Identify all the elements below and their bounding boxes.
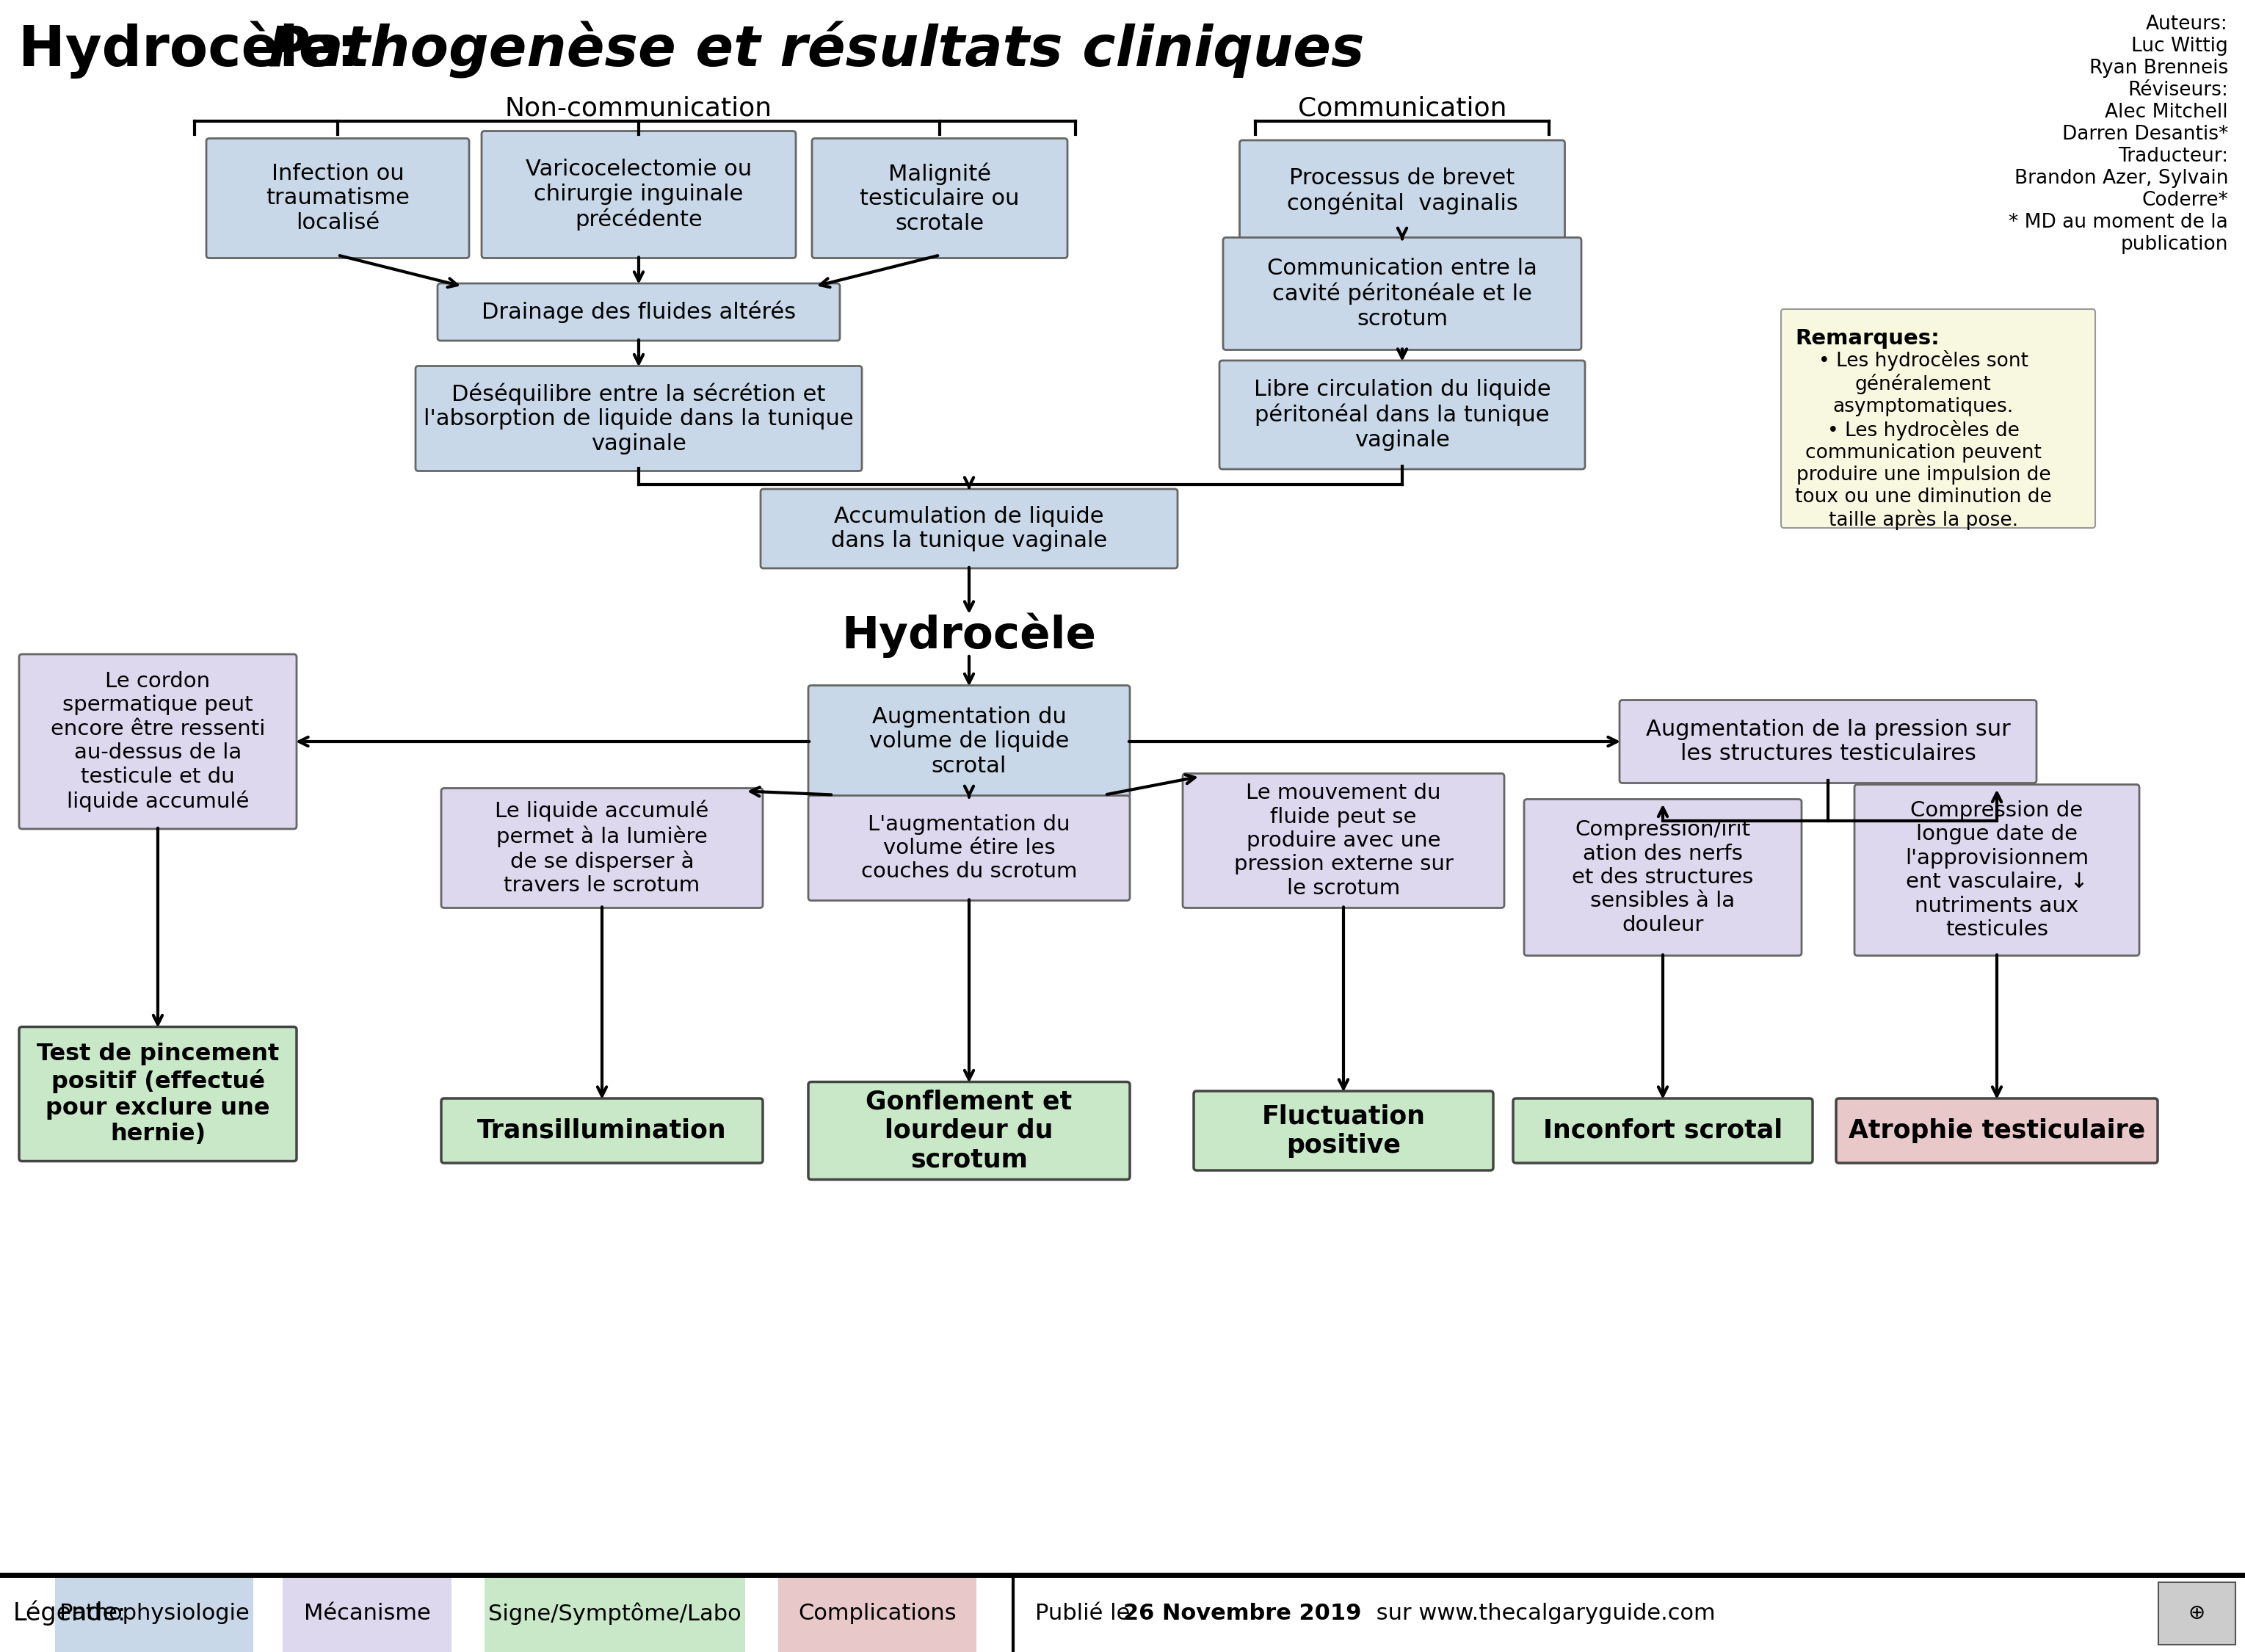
- Text: Varicocelectomie ou
chirurgie inguinale
précédente: Varicocelectomie ou chirurgie inguinale …: [525, 159, 752, 231]
- FancyBboxPatch shape: [1239, 140, 1565, 241]
- FancyBboxPatch shape: [1183, 773, 1504, 909]
- Text: Communication entre la
cavité péritonéale et le
scrotum: Communication entre la cavité péritonéal…: [1266, 258, 1538, 330]
- Text: Hydrocèle:: Hydrocèle:: [18, 21, 379, 79]
- FancyBboxPatch shape: [56, 1574, 254, 1652]
- FancyBboxPatch shape: [1219, 360, 1585, 469]
- FancyBboxPatch shape: [485, 1574, 745, 1652]
- FancyBboxPatch shape: [1513, 1099, 1812, 1163]
- FancyBboxPatch shape: [415, 367, 862, 471]
- Text: sur www.thecalgaryguide.com: sur www.thecalgaryguide.com: [1369, 1602, 1715, 1624]
- Text: Légende:: Légende:: [13, 1601, 126, 1626]
- Text: Pathophysiologie: Pathophysiologie: [58, 1602, 249, 1624]
- FancyBboxPatch shape: [207, 139, 469, 258]
- Text: Auteurs:
Luc Wittig
Ryan Brenneis
Réviseurs:
Alec Mitchell
Darren Desantis*
Trad: Auteurs: Luc Wittig Ryan Brenneis Révise…: [2009, 15, 2227, 254]
- FancyBboxPatch shape: [808, 1082, 1129, 1180]
- FancyBboxPatch shape: [808, 686, 1129, 798]
- FancyBboxPatch shape: [1619, 700, 2036, 783]
- FancyBboxPatch shape: [808, 796, 1129, 900]
- Text: Déséquilibre entre la sécrétion et
l'absorption de liquide dans la tunique
vagin: Déséquilibre entre la sécrétion et l'abs…: [424, 383, 853, 454]
- Text: Compression/irit
ation des nerfs
et des structures
sensibles à la
douleur: Compression/irit ation des nerfs et des …: [1572, 819, 1753, 935]
- Text: ⊕: ⊕: [2189, 1602, 2205, 1624]
- FancyBboxPatch shape: [20, 1028, 296, 1161]
- FancyBboxPatch shape: [761, 489, 1179, 568]
- Text: Fluctuation
positive: Fluctuation positive: [1262, 1104, 1426, 1158]
- FancyBboxPatch shape: [1224, 238, 1580, 350]
- Text: Processus de brevet
congénital  vaginalis: Processus de brevet congénital vaginalis: [1286, 167, 1518, 215]
- FancyBboxPatch shape: [438, 284, 840, 340]
- Text: Augmentation de la pression sur
les structures testiculaires: Augmentation de la pression sur les stru…: [1646, 719, 2009, 765]
- Text: Remarques:: Remarques:: [1796, 329, 1940, 349]
- FancyBboxPatch shape: [1524, 800, 1800, 955]
- Text: Infection ou
traumatisme
localisé: Infection ou traumatisme localisé: [265, 164, 409, 233]
- Text: Le cordon
spermatique peut
encore être ressenti
au-dessus de la
testicule et du
: Le cordon spermatique peut encore être r…: [52, 671, 265, 813]
- FancyBboxPatch shape: [283, 1574, 451, 1652]
- Text: Mécanisme: Mécanisme: [303, 1602, 431, 1624]
- Text: Le mouvement du
fluide peut se
produire avec une
pression externe sur
le scrotum: Le mouvement du fluide peut se produire …: [1235, 783, 1453, 899]
- Text: Compression de
longue date de
l'approvisionnem
ent vasculaire, ↓
nutriments aux
: Compression de longue date de l'approvis…: [1906, 800, 2088, 940]
- FancyBboxPatch shape: [1780, 309, 2095, 529]
- FancyBboxPatch shape: [483, 131, 795, 258]
- Text: Signe/Symptôme/Labo: Signe/Symptôme/Labo: [489, 1602, 741, 1624]
- FancyBboxPatch shape: [1854, 785, 2139, 955]
- Text: Le liquide accumulé
permet à la lumière
de se disperser à
travers le scrotum: Le liquide accumulé permet à la lumière …: [496, 800, 709, 895]
- FancyBboxPatch shape: [1836, 1099, 2157, 1163]
- FancyBboxPatch shape: [779, 1574, 977, 1652]
- Text: Libre circulation du liquide
péritonéal dans la tunique
vaginale: Libre circulation du liquide péritonéal …: [1253, 378, 1551, 451]
- Text: L'augmentation du
volume étire les
couches du scrotum: L'augmentation du volume étire les couch…: [862, 814, 1078, 882]
- Text: Transillumination: Transillumination: [478, 1118, 727, 1143]
- FancyBboxPatch shape: [442, 1099, 763, 1163]
- FancyBboxPatch shape: [1194, 1090, 1493, 1170]
- Text: 26 Novembre 2019: 26 Novembre 2019: [1122, 1602, 1360, 1624]
- FancyBboxPatch shape: [813, 139, 1066, 258]
- FancyBboxPatch shape: [20, 654, 296, 829]
- Text: Publié le: Publié le: [1035, 1602, 1138, 1624]
- Text: Pathogenèse et résultats cliniques: Pathogenèse et résultats cliniques: [267, 21, 1365, 79]
- FancyBboxPatch shape: [442, 788, 763, 909]
- Text: Accumulation de liquide
dans la tunique vaginale: Accumulation de liquide dans la tunique …: [831, 506, 1107, 552]
- Text: Augmentation du
volume de liquide
scrotal: Augmentation du volume de liquide scrota…: [869, 707, 1069, 776]
- Text: Drainage des fluides altérés: Drainage des fluides altérés: [480, 301, 797, 324]
- Text: Communication: Communication: [1298, 96, 1506, 121]
- Text: Atrophie testiculaire: Atrophie testiculaire: [1848, 1118, 2146, 1143]
- Text: Test de pincement
positif (effectué
pour exclure une
hernie): Test de pincement positif (effectué pour…: [36, 1042, 278, 1146]
- FancyBboxPatch shape: [2157, 1583, 2236, 1645]
- Text: • Les hydrocèles sont
généralement
asymptomatiques.
• Les hydrocèles de
communic: • Les hydrocèles sont généralement asymp…: [1796, 350, 2052, 530]
- Text: Inconfort scrotal: Inconfort scrotal: [1542, 1118, 1783, 1143]
- Text: Gonflement et
lourdeur du
scrotum: Gonflement et lourdeur du scrotum: [867, 1089, 1073, 1173]
- Text: Complications: Complications: [799, 1602, 956, 1624]
- Text: Malignité
testiculaire ou
scrotale: Malignité testiculaire ou scrotale: [860, 162, 1019, 235]
- Text: Non-communication: Non-communication: [505, 96, 772, 121]
- Text: Hydrocèle: Hydrocèle: [842, 613, 1096, 657]
